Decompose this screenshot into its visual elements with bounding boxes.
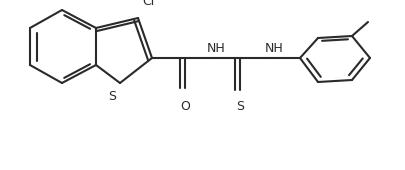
Text: NH: NH <box>207 41 225 55</box>
Text: S: S <box>108 90 116 103</box>
Text: NH: NH <box>264 41 283 55</box>
Text: O: O <box>180 100 190 113</box>
Text: S: S <box>235 100 243 113</box>
Text: Cl: Cl <box>141 0 154 8</box>
